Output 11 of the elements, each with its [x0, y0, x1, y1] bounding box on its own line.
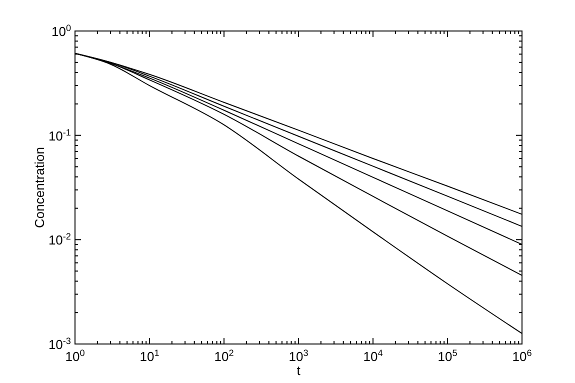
y-axis-title: Concentration: [32, 147, 47, 228]
x-tick-label: 10$^{4}$: [363, 348, 383, 364]
x-axis-title: t: [296, 363, 301, 378]
x-tick-label: 10$^{5}$: [438, 348, 458, 364]
y-tick-label: 10$^{-1}$: [48, 127, 71, 144]
y-tick-label: 10$^{-2}$: [48, 232, 71, 248]
x-tick-label: 10$^{2}$: [214, 348, 234, 364]
x-tick-label: 10$^{1}$: [140, 348, 160, 364]
x-tick-label: 10$^{3}$: [288, 348, 308, 364]
y-tick-label: 10$^{0}$: [51, 23, 71, 39]
x-tick-label: 10$^{6}$: [512, 348, 532, 364]
